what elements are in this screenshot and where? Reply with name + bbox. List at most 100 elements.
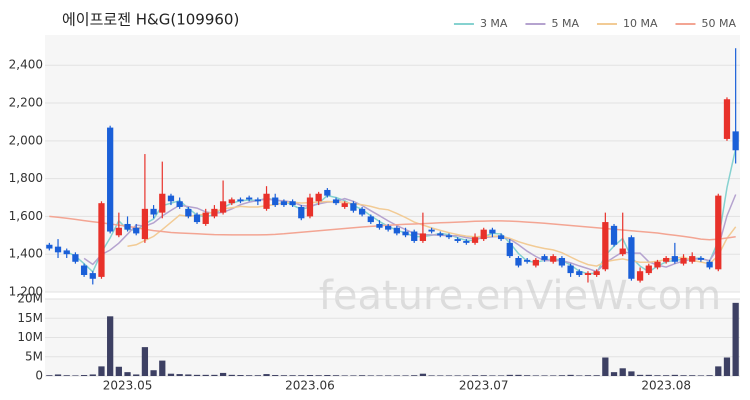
volume-bar [80,375,88,376]
candle-body [402,231,409,236]
candle-body [663,257,670,262]
x-tick-label: 2023.08 [641,379,691,393]
candle-body [54,246,62,253]
candle-body [550,256,557,262]
candle-body [393,227,400,234]
candle-body [341,203,348,207]
candle-body [289,201,296,206]
candle-body [63,250,70,255]
volume-bar [428,375,435,376]
candle-body [628,237,635,279]
candle-body [593,271,600,275]
candle-body [159,193,166,213]
candle-body [176,201,183,207]
volume-bar [246,375,253,376]
x-tick-label: 2023.05 [103,379,153,393]
volume-bar [254,375,261,376]
candle-body [489,229,496,234]
ma-line [66,148,737,275]
candle-body [133,227,140,234]
volume-bar [715,366,722,376]
volume-bar [358,375,366,376]
candle-body [515,257,522,266]
volume-bar [367,375,374,376]
volume-bar [159,360,166,376]
volume-bar [306,375,314,376]
volume-bar [636,374,644,376]
candle-body [124,223,131,230]
volume-bar [402,375,409,376]
volume-bar [98,366,105,376]
volume-bar [315,375,322,376]
candle-body [367,216,374,223]
candle-body [610,225,618,245]
candle-body [732,131,739,151]
y-tick-label: 2,400 [9,58,43,72]
candle-body [385,225,392,230]
candle-body [723,99,731,139]
volume-bar [202,374,209,376]
y-tick-label: 15M [17,311,43,325]
candle-body [471,237,479,243]
candle-body [671,256,678,262]
legend-label: 50 MA [701,17,736,30]
volume-bar [419,373,427,376]
volume-bar [63,375,70,376]
volume-bar [489,375,496,376]
volume-bar [219,372,227,376]
volume-bar [584,375,592,376]
candle-body [680,257,687,264]
candle-body [541,256,548,260]
volume-bar [193,374,201,376]
candle-body [263,193,270,209]
volume-bar [732,302,739,376]
volume-bar [463,375,470,376]
volume-bar [471,375,479,376]
volume-bar [133,374,140,376]
y-tick-label: 1,800 [9,171,43,185]
candle-body [524,259,531,262]
candle-body [89,273,96,279]
volume-bar [289,375,296,376]
candle-body [211,208,218,217]
candle-body [437,233,444,236]
volume-bar [706,375,713,376]
candle-body [280,201,288,206]
volume-bar [497,375,505,376]
volume-bar [272,375,279,376]
volume-bar [280,375,288,376]
volume-bar [680,375,687,376]
candle-body [219,201,227,213]
candle-body [46,244,53,249]
volume-bar [211,374,218,376]
y-tick-label: 5M [25,349,43,363]
candle-body [558,257,566,266]
volume-bar [723,357,731,376]
candle-body [350,203,357,211]
y-tick-label: 20M [17,292,43,306]
y-tick-label: 1,400 [9,247,43,261]
candle-body [376,223,383,228]
volume-bar [506,374,513,376]
x-tick-label: 2023.07 [459,379,509,393]
y-tick-label: 10M [17,330,43,344]
volume-bar [376,375,383,376]
volume-bar [671,374,678,376]
candle-body [428,229,435,232]
volume-bar [46,375,53,376]
volume-bar [263,374,270,376]
volume-bar [341,375,348,376]
volume-bar [645,374,652,376]
watermark: feature.enVieW.com [319,273,721,319]
volume-bar [610,372,618,376]
candle-body [306,197,314,217]
volume-bar [237,375,244,376]
volume-bar [524,375,531,376]
candle-body [272,197,279,206]
candle-body [689,256,696,262]
volume-bar [567,374,574,376]
volume-bar [150,370,157,376]
volume-bar [107,316,114,376]
